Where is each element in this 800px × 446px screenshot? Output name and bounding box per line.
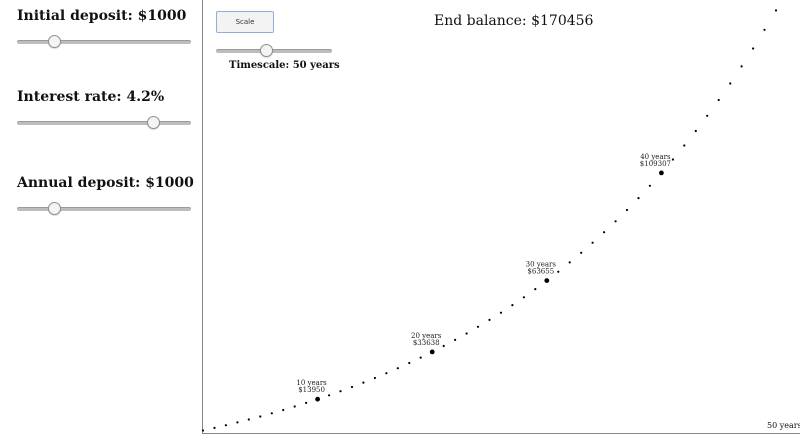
end-balance-readout: End balance: $170456 bbox=[434, 13, 594, 29]
interest-rate-slider[interactable] bbox=[17, 116, 191, 130]
milestone-year-label: 30 years bbox=[526, 261, 557, 269]
data-point-year-5 bbox=[259, 415, 262, 418]
data-point-year-21 bbox=[442, 344, 445, 348]
data-point-year-27 bbox=[511, 304, 514, 307]
milestone-point-year-30 bbox=[544, 278, 550, 283]
chart-x-axis bbox=[202, 433, 800, 434]
data-point-year-8 bbox=[293, 405, 296, 408]
initial-deposit-slider[interactable] bbox=[17, 35, 191, 49]
data-point-year-0 bbox=[201, 429, 205, 432]
data-point-year-16 bbox=[385, 372, 388, 375]
x-axis-end-label: 50 years bbox=[767, 421, 800, 430]
annual-deposit-slider-thumb[interactable] bbox=[47, 202, 61, 215]
initial-deposit-slider-thumb[interactable] bbox=[47, 35, 61, 48]
data-point-year-44 bbox=[706, 114, 709, 117]
data-point-year-23 bbox=[465, 332, 468, 335]
data-point-year-39 bbox=[648, 184, 652, 187]
data-point-year-36 bbox=[614, 220, 617, 223]
data-point-year-35 bbox=[603, 231, 606, 234]
data-point-year-32 bbox=[568, 261, 571, 264]
interest-rate-slider-track[interactable] bbox=[17, 121, 191, 125]
data-point-year-19 bbox=[419, 356, 422, 359]
data-point-year-25 bbox=[488, 318, 491, 321]
timescale-slider-thumb[interactable] bbox=[259, 44, 273, 57]
data-point-year-28 bbox=[522, 296, 526, 299]
milestone-point-year-20 bbox=[429, 349, 435, 355]
annual-deposit-label: Annual deposit: $1000 bbox=[17, 175, 194, 191]
data-point-year-46 bbox=[729, 82, 732, 85]
data-point-year-49 bbox=[763, 28, 766, 31]
annual-deposit-control: Annual deposit: $1000 bbox=[17, 174, 194, 216]
data-point-year-31 bbox=[557, 270, 560, 273]
data-point-year-47 bbox=[740, 65, 743, 68]
data-point-year-38 bbox=[637, 197, 640, 200]
timescale-label: Timescale: 50 years bbox=[229, 60, 340, 71]
data-point-year-3 bbox=[236, 421, 239, 424]
timescale-slider-track[interactable] bbox=[216, 49, 332, 53]
data-point-year-7 bbox=[282, 408, 285, 412]
controls-sidebar: Initial deposit: $1000 Interest rate: 4.… bbox=[0, 0, 202, 446]
data-point-year-2 bbox=[224, 424, 227, 427]
interest-rate-control: Interest rate: 4.2% bbox=[17, 88, 193, 130]
data-point-year-22 bbox=[454, 338, 457, 341]
data-point-year-17 bbox=[396, 367, 399, 370]
initial-deposit-label: Initial deposit: $1000 bbox=[17, 8, 187, 24]
annual-deposit-slider[interactable] bbox=[17, 202, 191, 216]
data-point-year-33 bbox=[580, 251, 583, 254]
data-point-year-12 bbox=[339, 390, 342, 393]
milestone-year-label: 20 years bbox=[411, 332, 442, 340]
data-point-year-15 bbox=[373, 376, 376, 380]
milestone-value-label: $13950 bbox=[298, 386, 325, 394]
scale-button[interactable]: Scale bbox=[216, 11, 274, 33]
milestone-point-year-40 bbox=[659, 170, 664, 176]
milestone-value-label: $63655 bbox=[527, 268, 554, 276]
data-point-year-41 bbox=[671, 158, 675, 161]
data-point-year-18 bbox=[408, 361, 411, 365]
data-point-year-13 bbox=[350, 385, 354, 389]
data-point-year-50 bbox=[774, 9, 778, 12]
data-point-year-48 bbox=[752, 47, 755, 50]
data-point-year-29 bbox=[534, 288, 537, 291]
data-point-year-37 bbox=[625, 208, 629, 212]
data-point-year-24 bbox=[476, 325, 480, 328]
milestone-value-label: $109307 bbox=[640, 160, 671, 168]
data-point-year-4 bbox=[247, 418, 250, 421]
milestone-value-label: $33638 bbox=[413, 339, 440, 347]
data-point-year-1 bbox=[213, 426, 216, 429]
timescale-slider[interactable] bbox=[216, 44, 332, 58]
milestone-year-label: 10 years bbox=[296, 379, 327, 387]
timescale-control: Timescale: 50 years bbox=[216, 44, 340, 71]
milestone-year-label: 40 years bbox=[640, 153, 671, 161]
data-point-year-9 bbox=[305, 401, 308, 404]
initial-deposit-slider-track[interactable] bbox=[17, 40, 191, 44]
initial-deposit-control: Initial deposit: $1000 bbox=[17, 7, 193, 49]
data-point-year-34 bbox=[591, 241, 594, 244]
data-point-year-26 bbox=[499, 311, 503, 314]
data-point-year-11 bbox=[328, 394, 331, 397]
data-point-year-6 bbox=[270, 412, 273, 415]
interest-rate-slider-thumb[interactable] bbox=[146, 116, 160, 129]
data-point-year-42 bbox=[683, 144, 686, 147]
data-point-year-14 bbox=[362, 381, 365, 384]
data-point-year-45 bbox=[717, 98, 720, 102]
milestone-point-year-10 bbox=[315, 396, 320, 402]
annual-deposit-slider-track[interactable] bbox=[17, 207, 191, 211]
data-point-year-43 bbox=[694, 129, 697, 133]
interest-rate-label: Interest rate: 4.2% bbox=[17, 89, 165, 105]
chart-y-axis bbox=[202, 0, 203, 434]
